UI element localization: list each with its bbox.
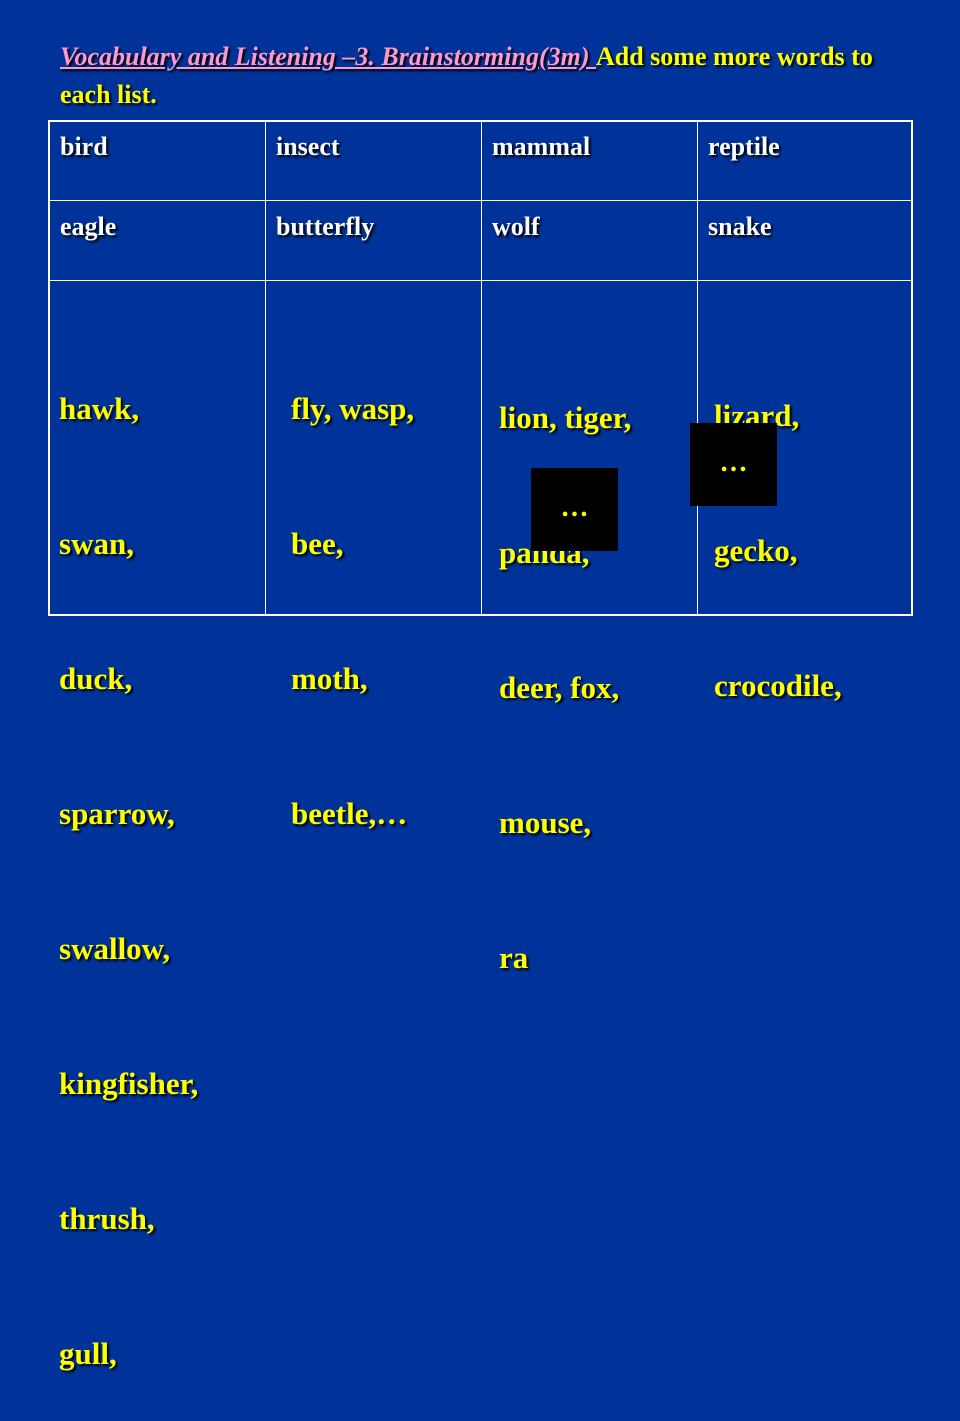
list-item: gull, bbox=[59, 1336, 117, 1371]
title-heading: Vocabulary and Listening –3. Brainstormi… bbox=[60, 42, 596, 71]
header-insect: insect bbox=[276, 132, 340, 161]
list-item: ra bbox=[499, 940, 529, 975]
slide-title: Vocabulary and Listening –3. Brainstormi… bbox=[60, 38, 900, 114]
example-insect: butterfly bbox=[276, 212, 375, 241]
divider bbox=[50, 280, 911, 281]
list-item: crocodile, bbox=[714, 668, 842, 703]
list-item: moth, bbox=[291, 661, 368, 696]
example-mammal: wolf bbox=[492, 212, 540, 241]
header-bird: bird bbox=[60, 132, 108, 161]
divider bbox=[697, 122, 698, 614]
list-item: gecko, bbox=[714, 533, 798, 568]
list-item: bee, bbox=[291, 526, 344, 561]
reptile-list: lizard, gecko, crocodile, bbox=[714, 303, 842, 753]
header-mammal: mammal bbox=[492, 132, 591, 161]
list-item: swallow, bbox=[59, 931, 171, 966]
vocabulary-table: bird insect mammal reptile eagle butterf… bbox=[48, 120, 913, 616]
list-item: duck, bbox=[59, 661, 133, 696]
list-item: fly, wasp, bbox=[291, 391, 415, 426]
list-item: mouse, bbox=[499, 805, 592, 840]
list-item: beetle,… bbox=[291, 796, 408, 831]
list-item: kingfisher, bbox=[59, 1066, 199, 1101]
header-reptile: reptile bbox=[708, 132, 780, 161]
divider bbox=[265, 122, 266, 614]
divider bbox=[481, 122, 482, 614]
list-item: sparrow, bbox=[59, 796, 175, 831]
list-item: hawk, bbox=[59, 391, 140, 426]
example-bird: eagle bbox=[60, 212, 117, 241]
mammal-list: lion, tiger, panda, deer, fox, mouse, ra bbox=[499, 305, 631, 1025]
list-item: lion, tiger, bbox=[499, 400, 632, 435]
insect-list: fly, wasp, bee, moth, beetle,… bbox=[291, 296, 414, 881]
cover-box-reptile[interactable]: … bbox=[690, 423, 777, 506]
list-item: thrush, bbox=[59, 1201, 155, 1236]
cover-box-mammal[interactable]: … bbox=[531, 468, 618, 551]
bird-list: hawk, swan, duck, sparrow, swallow, king… bbox=[59, 296, 198, 1421]
list-item: swan, bbox=[59, 526, 134, 561]
title-instruction: Add some more words to each list. bbox=[60, 42, 873, 109]
list-item: deer, fox, bbox=[499, 670, 620, 705]
divider bbox=[50, 200, 911, 201]
example-reptile: snake bbox=[708, 212, 772, 241]
